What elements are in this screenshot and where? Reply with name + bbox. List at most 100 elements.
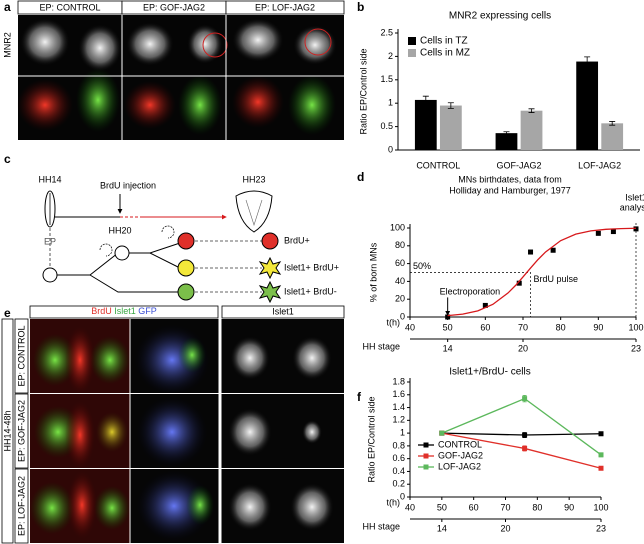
column-header: EP: GOF-JAG2 [143,2,205,12]
reference-line [410,272,531,317]
stage-label: 23 [631,343,641,353]
x-axis-label: t(h) [387,317,401,327]
error-bar [609,121,616,126]
row-box [14,318,29,394]
chart: MNR2 expressing cells 0 0.5 1 1.5 2 2.5 Ratio E… [358,11,640,170]
chart: Islet1+/BrdU- cells 0 0.2 0.4 0.6 0.8 1 1.2 1.4 1… [362,367,608,534]
stage-label: 14 [437,523,447,533]
x-axis-label: t(h) [387,497,401,507]
y-tick-label: 1.2 [392,415,405,425]
y-tick-label: 1.4 [392,402,405,412]
y-tick-label: 40 [395,276,405,286]
outcome-label: BrdU+ [284,235,310,245]
stage-label: 20 [500,523,510,533]
legend-label: Cells in MZ [420,48,470,59]
y-tick-label: 1 [400,427,405,437]
error-bar [584,56,591,67]
row-label: EP: CONTROL [16,325,26,386]
micrograph-content [30,319,344,543]
point [598,465,604,471]
point [610,229,616,235]
stage-text: HH14 [38,174,61,184]
row-label: EP: LOF-JAG2 [16,476,26,536]
legend-label: GOF-JAG2 [438,450,483,460]
y-tick-label: 2.5 [380,27,393,37]
x-tick-label: 60 [469,502,479,512]
stage-label: 20 [518,343,528,353]
point [439,430,445,436]
panel-a: a EP: CONTROL EP: GOF-JAG2 EP: LOF-JAG2 … [2,0,345,140]
stage-axis-label: HH stage [362,521,400,531]
header-box [225,0,345,15]
y-tick-label: 0 [400,311,405,321]
point [482,302,488,308]
cell [177,283,195,301]
column-header: Islet1 [272,306,294,316]
stage-label: 23 [596,523,606,533]
y-axis-label: Ratio EP/Control side [366,396,376,482]
legend-marker [423,442,429,448]
legend-label: LOF-JAG2 [438,461,481,471]
panel-c: c HH14 BrdU injection HH20 HH23 EP BrdU+… [4,152,339,304]
series-line [447,227,637,317]
series-line [441,432,602,436]
stage-text: HH20 [108,225,131,235]
error-bar [503,131,510,135]
cycle-arrow [161,225,175,239]
cell [177,232,195,250]
ep-text: EP [44,236,56,246]
outcome-label: Islet1+ BrdU+ [284,262,339,272]
annotation: analysis [620,202,644,212]
y-tick-label: 2 [388,51,393,61]
point [598,431,604,437]
y-tick-label: 1.8 [392,376,405,386]
cell [42,267,58,283]
y-tick-label: 1.6 [392,389,405,399]
x-tick-label: 50 [437,502,447,512]
x-tick-label: 100 [628,322,643,332]
row-label: EP: GOF-JAG2 [16,400,26,462]
error-bar [447,102,454,109]
point [445,314,451,320]
point [528,249,534,255]
chart-title: Holliday and Hamburger, 1977 [449,185,571,195]
stage-axis-label: HH stage [362,341,400,351]
legend-swatch [408,37,416,45]
side-label: HH14-48h [2,410,12,451]
panel-label: d [357,170,364,184]
stage-label: 14 [443,343,453,353]
y-tick-label: 20 [395,294,405,304]
cell [177,259,195,277]
x-tick-label: 70 [518,322,528,332]
point [598,452,604,458]
column-header: EP: CONTROL [39,2,100,12]
legend-label: Cells in TZ [420,36,468,47]
point [516,280,522,286]
annotation: 50% [413,261,431,271]
point [522,432,528,438]
annotation: BrdU pulse [534,274,579,284]
bar [439,105,462,150]
x-tick-label: 60 [480,322,490,332]
stage-text: HH23 [242,174,265,184]
cycle-arrow [99,243,113,257]
neuron [258,280,282,304]
x-tick-label: 100 [593,502,608,512]
chart-title: MNR2 expressing cells [449,11,551,22]
stain: BrdU [91,306,112,316]
bar [520,110,543,150]
error-bar [528,108,535,113]
chart-title: MNs birthdates, data from [458,174,562,184]
point [522,396,528,402]
y-tick-label: 0.6 [392,453,405,463]
error-bar [422,95,429,105]
x-tick-label: LOF-JAG2 [578,160,621,170]
column-header: EP: LOF-JAG2 [255,2,315,12]
panel-label: b [357,0,364,14]
stain: Islet1 [114,306,136,316]
x-tick-label: 50 [443,322,453,332]
side-box [1,318,14,544]
stain: GFP [138,306,157,316]
